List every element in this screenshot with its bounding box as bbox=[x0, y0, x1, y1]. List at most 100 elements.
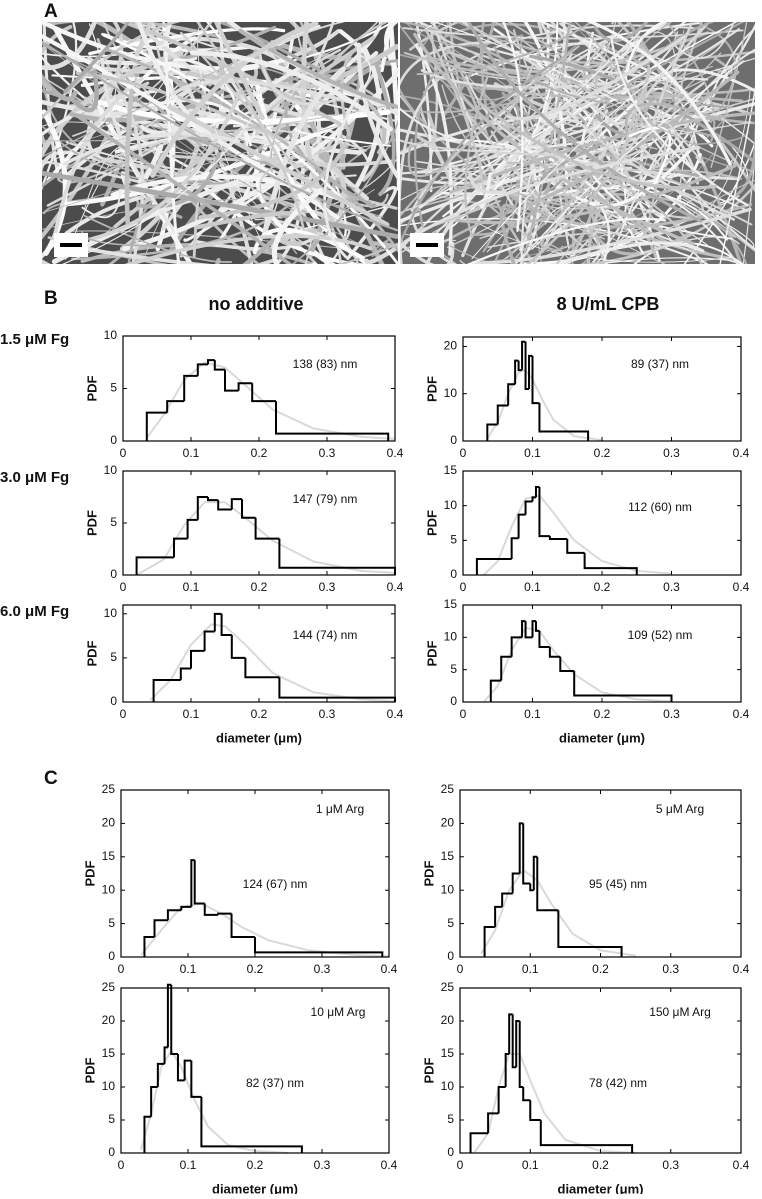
fibre bbox=[639, 236, 740, 256]
fibre bbox=[598, 260, 605, 264]
fibre bbox=[466, 22, 703, 223]
x-tick-label: 0.4 bbox=[387, 446, 404, 460]
fibre bbox=[471, 207, 752, 264]
fibre bbox=[213, 22, 265, 121]
histogram-step bbox=[217, 500, 232, 511]
panel-label: C bbox=[44, 768, 58, 789]
fibre bbox=[537, 22, 570, 47]
annotation: 10 μM Arg bbox=[311, 1005, 366, 1019]
y-tick-label: 0 bbox=[110, 694, 117, 708]
fibre bbox=[259, 162, 282, 219]
y-axis-label: PDF bbox=[421, 860, 436, 886]
y-tick-label: 10 bbox=[102, 1079, 116, 1093]
x-tick-label: 0.1 bbox=[183, 580, 200, 594]
x-tick-label: 0.1 bbox=[180, 962, 197, 976]
y-tick-label: 10 bbox=[104, 328, 118, 342]
fibre bbox=[417, 22, 441, 35]
y-axis-label: PDF bbox=[421, 1057, 436, 1083]
histogram-step bbox=[583, 552, 638, 575]
x-tick-label: 0.1 bbox=[522, 962, 539, 976]
histogram-step bbox=[517, 360, 523, 372]
histogram-step bbox=[504, 1053, 510, 1087]
fibre bbox=[407, 138, 444, 178]
histogram-step bbox=[529, 883, 534, 892]
x-tick-label: 0 bbox=[118, 962, 125, 976]
histogram-step bbox=[180, 905, 192, 911]
histogram-step bbox=[166, 983, 172, 1048]
fibre bbox=[560, 185, 576, 264]
histogram-step bbox=[213, 612, 222, 632]
histogram-step bbox=[518, 1021, 524, 1088]
x-tick-label: 0.4 bbox=[733, 1158, 750, 1172]
histogram-step bbox=[207, 497, 219, 502]
y-axis-label: PDF bbox=[424, 640, 439, 666]
histogram-step bbox=[230, 634, 246, 659]
x-tick-label: 0.1 bbox=[522, 1158, 539, 1172]
y-tick-label: 5 bbox=[447, 916, 454, 930]
y-tick-label: 5 bbox=[450, 662, 457, 676]
fibre bbox=[529, 54, 755, 165]
y-axis-label: PDF bbox=[82, 860, 97, 886]
histogram-step bbox=[487, 1112, 499, 1134]
x-tick-label: 0 bbox=[460, 707, 467, 721]
fibre bbox=[311, 262, 317, 264]
annotation: 5 μM Arg bbox=[656, 802, 704, 816]
fibre bbox=[732, 128, 755, 198]
x-tick-label: 0.1 bbox=[183, 707, 200, 721]
fibre bbox=[46, 22, 220, 38]
x-tick-label: 0.4 bbox=[733, 446, 750, 460]
histogram-step bbox=[538, 630, 550, 649]
fibre bbox=[628, 126, 672, 190]
fibre bbox=[88, 87, 243, 242]
y-tick-label: 0 bbox=[110, 567, 117, 581]
fibre bbox=[673, 22, 735, 59]
fibre bbox=[254, 156, 398, 221]
histogram-step bbox=[278, 538, 396, 575]
x-tick-label: 0.3 bbox=[663, 707, 680, 721]
y-tick-label: 20 bbox=[444, 339, 458, 353]
y-axis-label: PDF bbox=[424, 376, 439, 402]
fibre bbox=[189, 50, 393, 132]
y-tick-label: 0 bbox=[450, 567, 457, 581]
histogram-step bbox=[532, 855, 538, 891]
fibre bbox=[560, 208, 666, 264]
fibre bbox=[416, 22, 594, 76]
fibre bbox=[400, 45, 580, 218]
fibre bbox=[124, 234, 373, 264]
annotation: 109 (52) nm bbox=[628, 628, 693, 642]
histogram-step bbox=[143, 935, 155, 957]
y-tick-label: 10 bbox=[444, 386, 458, 400]
y-tick-label: 25 bbox=[441, 782, 455, 796]
fibre bbox=[196, 22, 305, 231]
x-tick-label: 0.4 bbox=[387, 580, 404, 594]
sem-image bbox=[400, 22, 755, 264]
histogram-step bbox=[559, 656, 575, 672]
histogram-step bbox=[203, 903, 219, 916]
fibre bbox=[97, 99, 391, 125]
x-axis-label: diameter (μm) bbox=[212, 1181, 298, 1194]
y-tick-label: 0 bbox=[110, 433, 117, 447]
x-tick-label: 0.2 bbox=[592, 1158, 609, 1172]
x-tick-label: 0 bbox=[460, 446, 467, 460]
y-tick-label: 0 bbox=[447, 949, 454, 963]
histogram-step bbox=[173, 537, 188, 558]
y-tick-label: 10 bbox=[104, 606, 118, 620]
y-tick-label: 0 bbox=[450, 694, 457, 708]
x-tick-label: 0.3 bbox=[314, 962, 331, 976]
fibre bbox=[400, 121, 752, 214]
histogram-step bbox=[515, 1020, 520, 1068]
x-tick-label: 0 bbox=[118, 1158, 125, 1172]
fibre bbox=[418, 22, 738, 209]
annotation: 144 (74) nm bbox=[293, 628, 358, 642]
fibre bbox=[742, 149, 755, 264]
y-tick-label: 20 bbox=[102, 1013, 116, 1027]
histogram-step bbox=[534, 485, 540, 498]
fibre bbox=[403, 51, 641, 81]
fibre bbox=[449, 111, 755, 195]
x-tick-label: 0.2 bbox=[251, 580, 268, 594]
y-tick-label: 25 bbox=[102, 980, 116, 994]
axes-box bbox=[122, 335, 396, 442]
histogram-step bbox=[254, 517, 280, 540]
y-tick-label: 5 bbox=[110, 650, 117, 664]
